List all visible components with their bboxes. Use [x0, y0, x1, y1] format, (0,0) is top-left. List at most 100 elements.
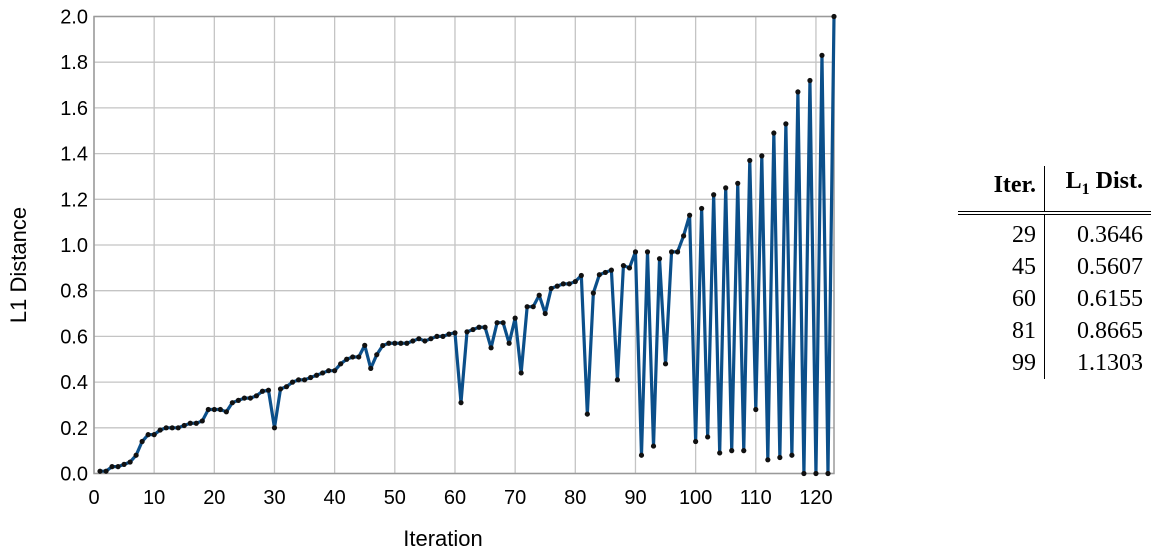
- data-point: [235, 397, 241, 403]
- iter-cell: 45: [958, 250, 1045, 283]
- x-tick-label: 60: [444, 487, 466, 509]
- iter-cell: 81: [958, 314, 1045, 347]
- data-point: [662, 361, 669, 367]
- y-tick-label: 1.6: [60, 98, 88, 120]
- data-point: [789, 452, 795, 458]
- data-point: [650, 443, 657, 449]
- data-point: [271, 425, 278, 431]
- x-axis-label: Iteration: [403, 526, 483, 551]
- l1-dist-cell: 0.3646: [1077, 221, 1143, 248]
- data-point: [596, 272, 602, 278]
- x-tick-label: 20: [203, 487, 225, 509]
- data-point: [265, 387, 272, 393]
- data-point: [464, 329, 470, 335]
- data-point: [422, 338, 428, 344]
- data-point: [632, 249, 639, 255]
- table-row: 45 0.5607: [958, 250, 1151, 283]
- y-tick-label: 0.8: [60, 281, 88, 303]
- data-point: [554, 283, 560, 289]
- data-point: [247, 395, 254, 401]
- data-point: [693, 438, 699, 445]
- data-point: [133, 452, 139, 458]
- iter-cell: 60: [958, 282, 1045, 315]
- plot-frame: [93, 15, 835, 475]
- table-row: 81 0.8665: [958, 314, 1151, 347]
- data-point: [356, 354, 362, 360]
- data-point: [542, 310, 548, 317]
- data-point: [741, 448, 747, 454]
- data-point: [452, 330, 458, 336]
- data-point: [500, 320, 506, 326]
- data-point: [301, 377, 308, 383]
- data-point: [295, 377, 302, 383]
- x-tick-label: 90: [624, 487, 646, 509]
- data-point: [801, 470, 807, 477]
- data-point: [223, 409, 229, 415]
- data-point: [121, 461, 127, 467]
- data-point: [680, 233, 687, 239]
- data-point: [825, 470, 831, 477]
- data-point: [404, 340, 410, 346]
- data-point: [674, 249, 681, 255]
- data-point: [115, 464, 121, 470]
- series-markers: [97, 13, 837, 477]
- y-axis-label: L1 Distance: [6, 207, 31, 323]
- y-tick-label: 2.0: [60, 7, 88, 29]
- data-point: [771, 130, 777, 136]
- data-point: [398, 340, 404, 346]
- data-point: [723, 185, 729, 191]
- data-point: [151, 432, 157, 438]
- data-point: [145, 432, 151, 438]
- data-point: [380, 342, 386, 349]
- data-point: [253, 393, 260, 399]
- data-point: [699, 205, 705, 212]
- data-point: [626, 265, 633, 271]
- table-header-row: Iter. L1 Dist.: [958, 166, 1151, 213]
- data-point: [831, 13, 837, 20]
- column-header-iter: Iter.: [958, 166, 1045, 213]
- data-point: [711, 192, 717, 198]
- data-point: [560, 281, 566, 287]
- y-tick-label: 1.2: [60, 189, 88, 211]
- table-row: 99 1.1303: [958, 346, 1151, 379]
- data-point: [344, 356, 350, 362]
- data-point: [440, 333, 446, 339]
- x-tick-label: 110: [740, 487, 772, 509]
- data-point: [103, 468, 109, 474]
- data-point: [518, 370, 524, 376]
- data-point: [524, 304, 530, 310]
- results-table: Iter. L1 Dist. 29 0.3646 45 0.5607 60 0.6155 8…: [958, 166, 1151, 379]
- table-row: 60 0.6155: [958, 282, 1151, 315]
- data-point: [229, 400, 235, 406]
- column-header-l1-dist: L1 Dist.: [1065, 168, 1143, 198]
- data-point: [512, 315, 518, 321]
- data-point: [572, 278, 578, 285]
- data-point: [332, 368, 338, 374]
- data-point: [410, 338, 416, 344]
- l1-dist-cell: 0.8665: [1077, 317, 1143, 344]
- data-point: [687, 212, 693, 218]
- data-point: [620, 262, 627, 269]
- data-point: [488, 345, 494, 351]
- data-point: [392, 340, 398, 346]
- x-tick-label: 30: [263, 487, 285, 509]
- data-point: [277, 386, 284, 392]
- x-tick-label: 80: [564, 487, 586, 509]
- data-point: [362, 342, 368, 348]
- data-point: [109, 464, 115, 470]
- data-point: [644, 249, 651, 255]
- data-point: [482, 324, 488, 330]
- x-tick-label: 50: [384, 487, 406, 509]
- data-point: [326, 368, 332, 374]
- data-point: [127, 459, 133, 465]
- line-chart: 0.0 0.2 0.4 0.6 0.8 1.0 1.2 1.4 1.6 1.8 2.0 0 10 20 3…: [6, 7, 837, 551]
- data-point: [602, 269, 608, 276]
- y-tick-label: 1.4: [60, 144, 88, 166]
- data-point: [819, 52, 825, 58]
- y-tick-label: 0.0: [60, 464, 88, 486]
- data-point: [476, 324, 482, 330]
- data-point: [584, 411, 590, 417]
- data-point: [289, 379, 296, 385]
- x-tick-label: 120: [799, 487, 832, 509]
- x-tick-label: 0: [88, 487, 99, 509]
